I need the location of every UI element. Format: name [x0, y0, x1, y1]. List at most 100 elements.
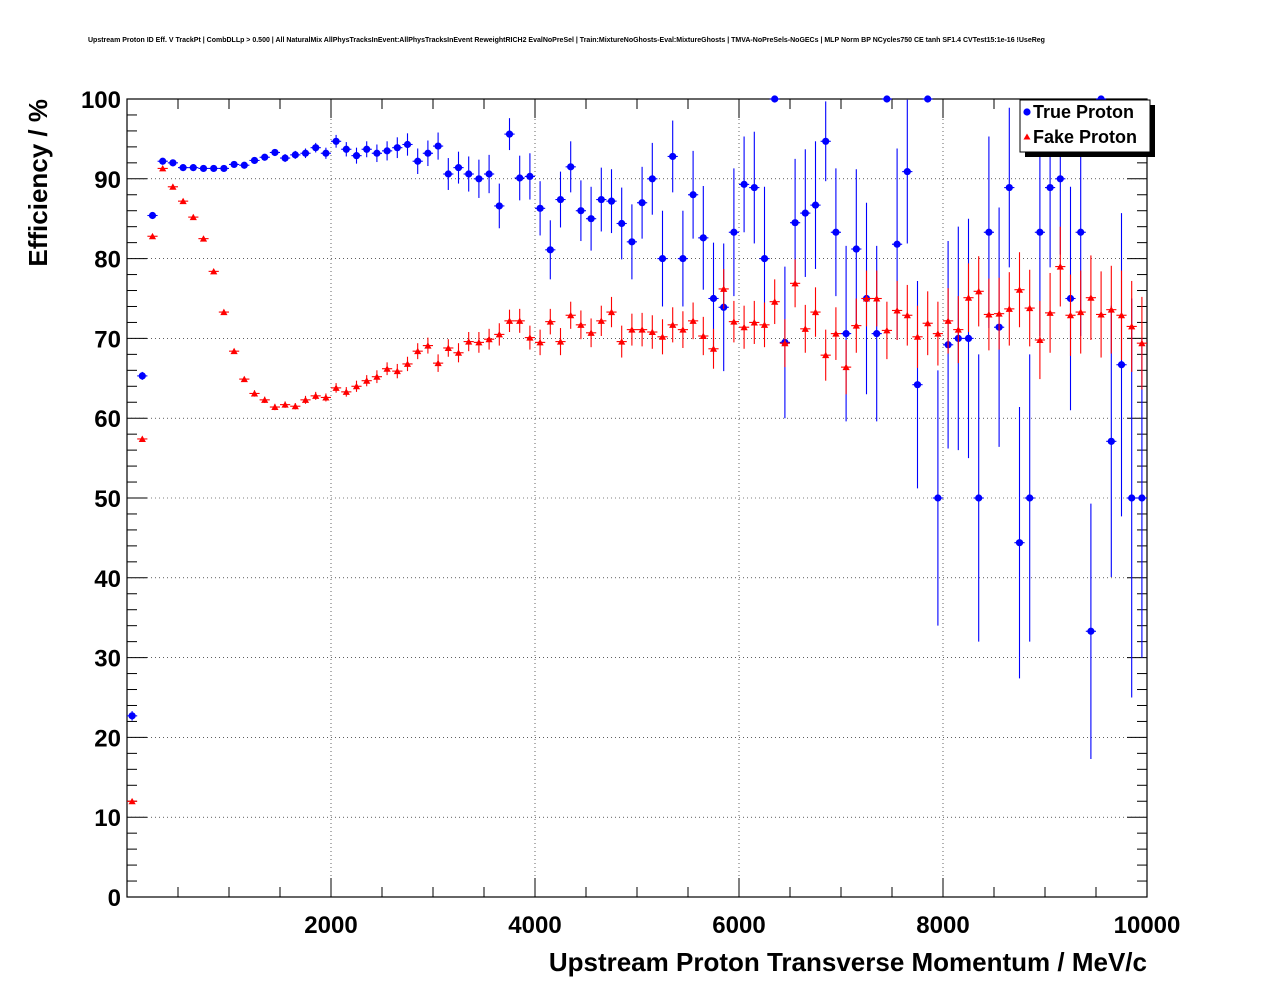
chart-title: Upstream Proton ID Eff. V TrackPt | Comb… — [88, 37, 1045, 44]
data-point — [1005, 305, 1013, 312]
x-tick-label: 10000 — [1114, 912, 1181, 939]
data-point — [383, 147, 391, 155]
legend-label-true-proton: True Proton — [1033, 102, 1134, 122]
data-point — [454, 349, 463, 356]
data-point — [720, 285, 728, 292]
data-point — [658, 333, 667, 340]
data-point — [1066, 311, 1075, 319]
data-point — [730, 228, 738, 236]
data-point — [618, 219, 626, 228]
data-point — [771, 298, 779, 305]
data-point — [924, 319, 932, 327]
data-point — [250, 156, 259, 165]
data-point — [975, 287, 983, 295]
x-tick-label: 8000 — [916, 912, 969, 939]
data-point — [709, 294, 718, 303]
y-tick-label: 10 — [94, 805, 121, 832]
data-point — [1036, 336, 1044, 343]
data-point — [811, 308, 820, 316]
y-axis-label: Efficiency / % — [23, 99, 53, 267]
data-point — [1056, 263, 1064, 270]
data-point — [169, 183, 177, 190]
series-true-proton — [127, 95, 1147, 759]
data-point — [567, 311, 575, 319]
data-point — [556, 338, 565, 345]
data-point — [587, 329, 595, 336]
data-point — [832, 330, 840, 337]
data-point — [954, 326, 962, 333]
data-point — [159, 157, 167, 165]
data-point — [230, 347, 238, 355]
data-point — [669, 321, 677, 328]
data-point — [148, 232, 157, 240]
data-point — [526, 172, 534, 181]
y-tick-label: 80 — [94, 247, 121, 274]
grid — [127, 99, 1147, 897]
data-point — [618, 338, 626, 345]
data-point — [159, 165, 167, 172]
data-point — [199, 164, 208, 173]
data-point — [261, 396, 269, 403]
data-point — [250, 390, 259, 397]
data-point — [862, 295, 871, 302]
y-tick-label: 90 — [94, 167, 121, 194]
data-point — [465, 338, 473, 345]
data-point — [312, 392, 320, 399]
data-point — [638, 326, 646, 333]
data-point — [934, 330, 942, 337]
data-point — [189, 164, 197, 172]
data-point — [577, 207, 585, 215]
data-point — [322, 149, 330, 157]
data-point — [985, 311, 993, 318]
data-point — [597, 317, 605, 324]
data-point — [811, 201, 820, 209]
data-point — [1036, 228, 1044, 236]
data-point — [169, 159, 177, 167]
data-point — [128, 712, 136, 720]
data-point — [791, 279, 799, 287]
data-point — [128, 797, 136, 805]
data-point — [1087, 294, 1095, 301]
y-tick-label: 30 — [94, 646, 121, 673]
data-point — [230, 160, 238, 169]
data-point — [1005, 183, 1013, 192]
data-point — [1056, 175, 1064, 183]
data-point — [475, 338, 483, 346]
data-point — [1046, 309, 1054, 316]
data-point — [750, 183, 758, 192]
data-point — [179, 164, 187, 172]
data-point — [373, 149, 381, 157]
data-point — [220, 164, 228, 173]
data-point — [342, 388, 350, 395]
data-point — [138, 372, 146, 380]
data-point — [1087, 627, 1095, 635]
data-point — [444, 170, 452, 178]
data-point — [403, 360, 412, 367]
y-tick-label: 50 — [94, 486, 121, 513]
data-point — [791, 219, 799, 227]
data-point — [393, 367, 401, 375]
data-point — [312, 144, 320, 152]
y-tick-label: 40 — [94, 566, 121, 593]
data-point — [832, 228, 840, 236]
data-point — [587, 215, 595, 223]
data-point — [1026, 494, 1034, 502]
data-point — [964, 334, 973, 342]
data-point — [546, 246, 554, 254]
data-point — [536, 338, 544, 346]
legend-marker-fake-proton — [1023, 133, 1031, 140]
y-tick-label: 100 — [81, 87, 121, 114]
data-point — [1128, 494, 1136, 502]
data-point — [281, 154, 289, 162]
data-point — [1117, 311, 1126, 319]
data-point — [883, 327, 891, 334]
data-point — [291, 402, 299, 410]
data-point — [689, 317, 697, 324]
data-point — [434, 359, 442, 367]
data-point — [760, 321, 769, 328]
legend: True Proton Fake Proton — [1019, 99, 1155, 157]
data-point — [179, 197, 187, 205]
data-point — [709, 345, 718, 352]
data-point — [271, 403, 279, 411]
data-point — [332, 137, 340, 145]
